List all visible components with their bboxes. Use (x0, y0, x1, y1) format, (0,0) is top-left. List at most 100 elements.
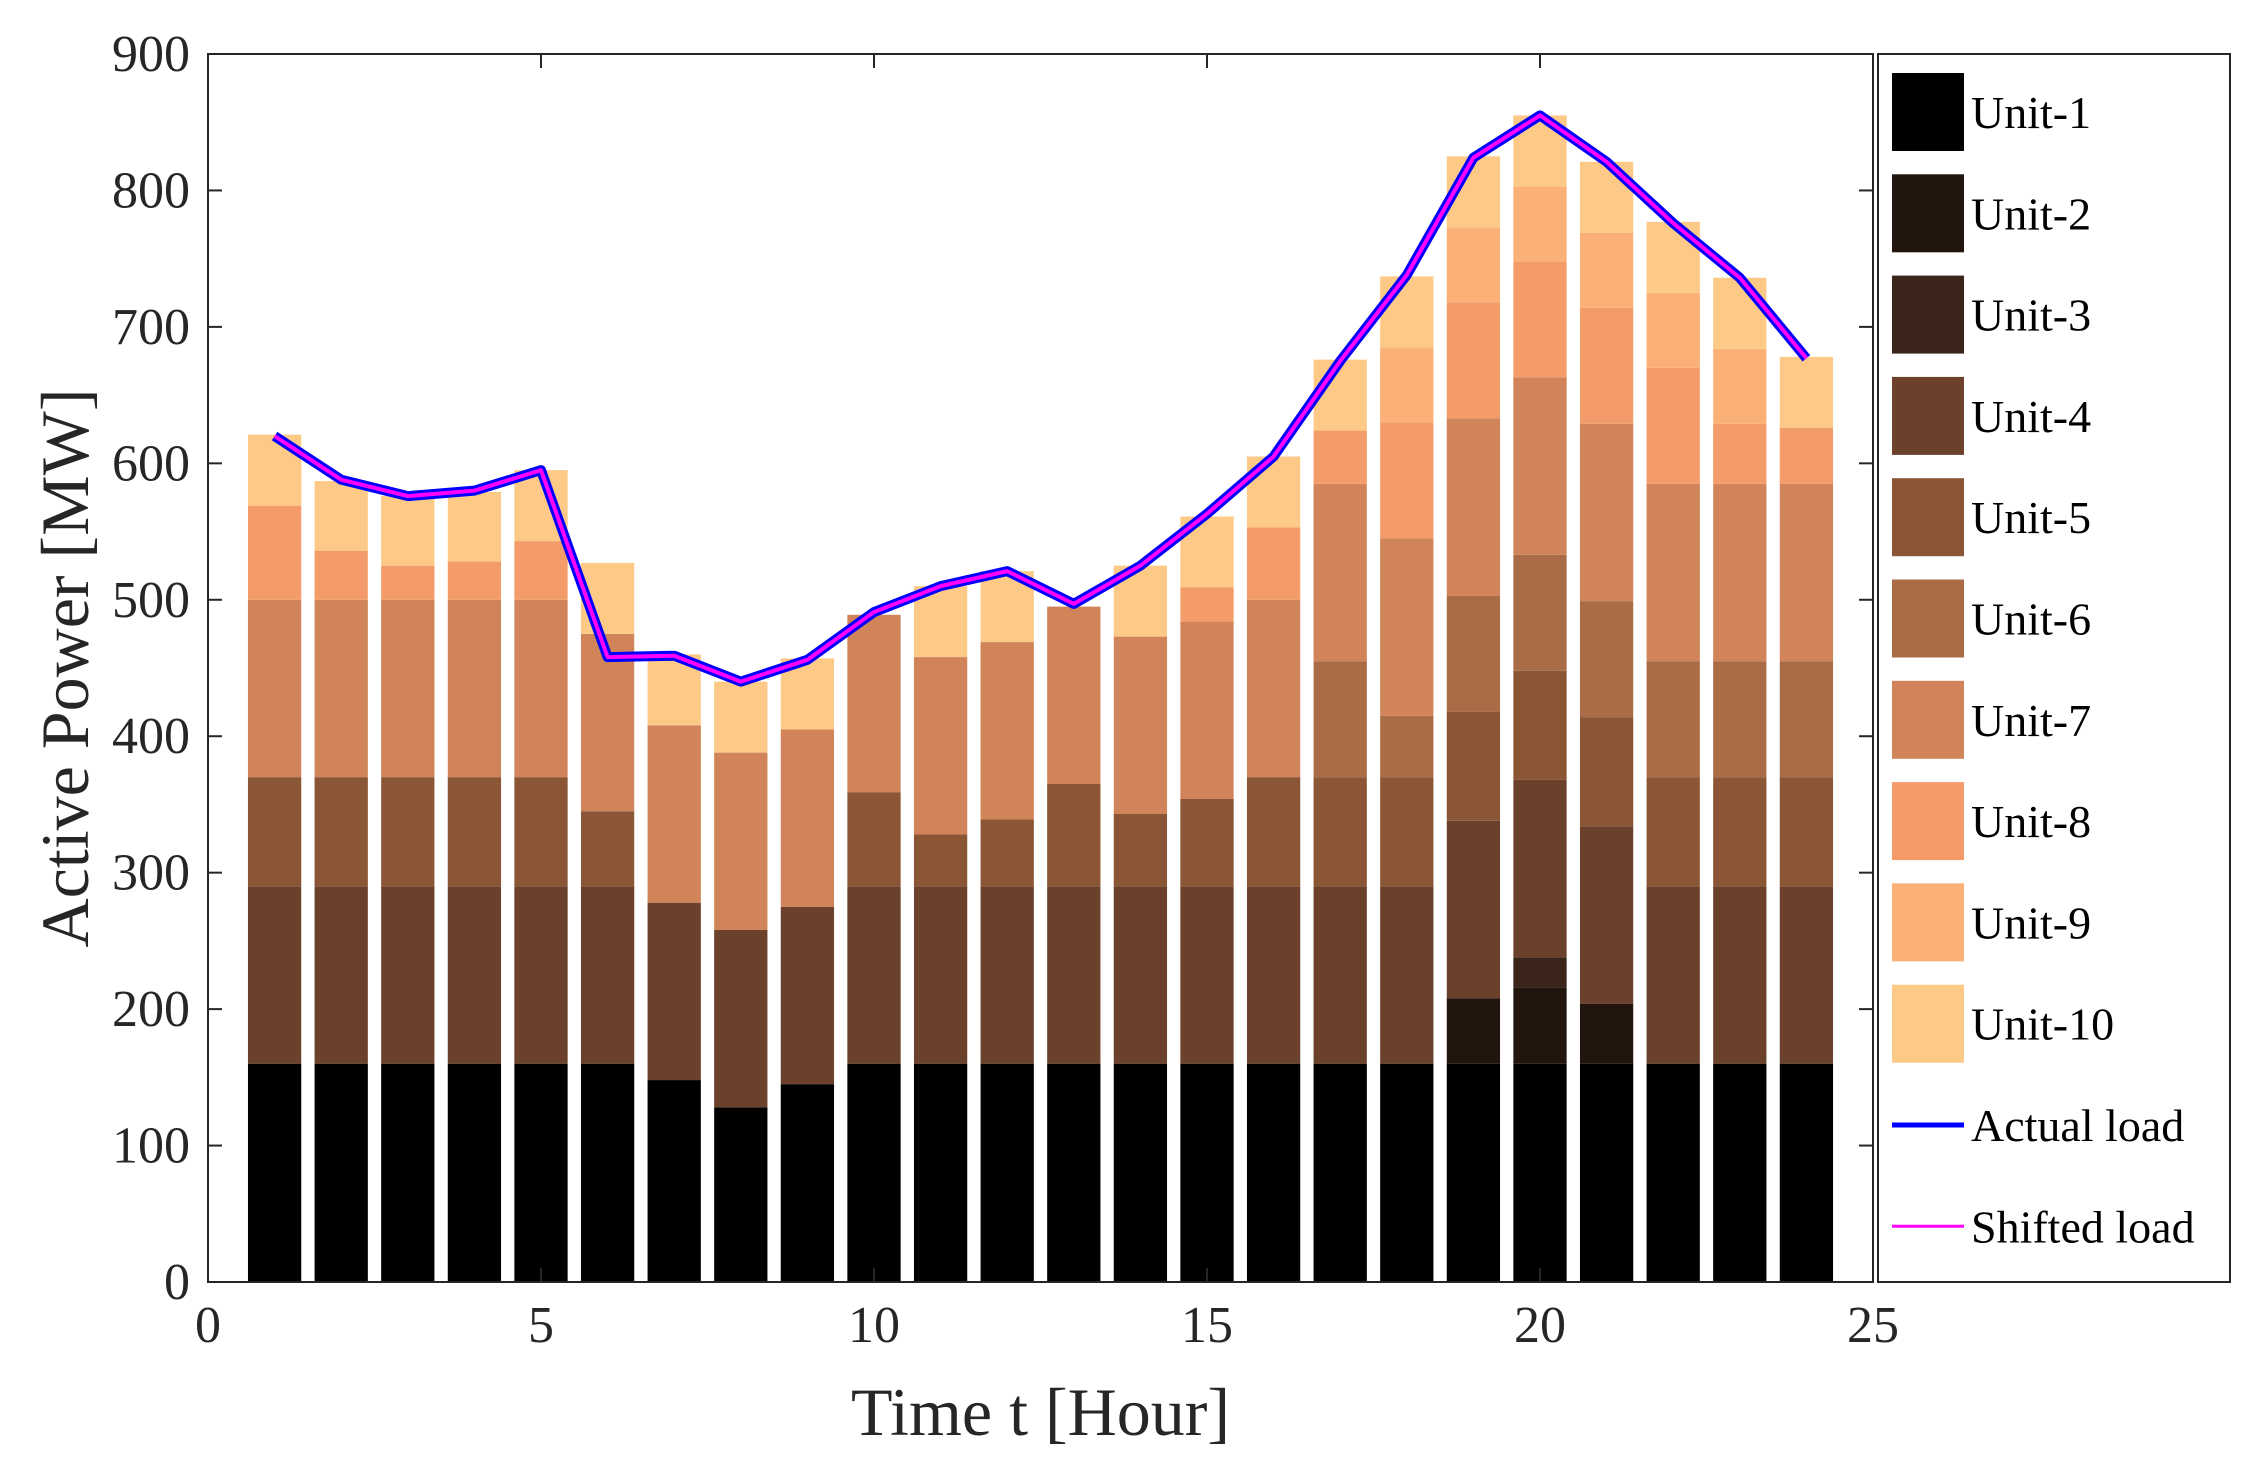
bar-segment-unit-5-hour-23 (1713, 777, 1767, 887)
legend-swatch-unit-8 (1892, 782, 1964, 861)
bar-segment-unit-10-hour-23 (1713, 277, 1767, 349)
bar-segment-unit-5-hour-15 (1180, 798, 1234, 887)
y-tick-label: 900 (112, 26, 190, 83)
bar-segment-unit-10-hour-24 (1779, 356, 1834, 428)
bar-segment-unit-7-hour-1 (247, 599, 302, 778)
bar-segment-unit-6-hour-19 (1446, 595, 1501, 712)
bar-segment-unit-7-hour-18 (1380, 538, 1434, 716)
bar-segment-unit-4-hour-14 (1113, 886, 1168, 1064)
bar-segment-unit-6-hour-23 (1713, 661, 1767, 778)
bar-segment-unit-1-hour-17 (1313, 1063, 1367, 1282)
bar-segment-unit-1-hour-13 (1047, 1063, 1101, 1282)
bar-segment-unit-3-hour-20 (1513, 957, 1567, 988)
bar-segment-unit-4-hour-1 (247, 886, 302, 1064)
bar-segment-unit-7-hour-23 (1713, 483, 1767, 662)
bar-segment-unit-4-hour-16 (1246, 886, 1301, 1064)
bar-segment-unit-5-hour-11 (913, 834, 968, 887)
bar-segment-unit-5-hour-19 (1446, 711, 1501, 821)
legend-swatch-unit-5 (1892, 478, 1964, 557)
bar-segment-unit-7-hour-5 (514, 599, 568, 778)
bar-segment-unit-8-hour-23 (1713, 423, 1767, 484)
bar-segment-unit-4-hour-8 (714, 929, 768, 1108)
bar-segment-unit-8-hour-18 (1380, 422, 1434, 539)
bar-segment-unit-5-hour-16 (1246, 777, 1301, 887)
bar-segment-unit-4-hour-6 (580, 886, 635, 1064)
bar-segment-unit-1-hour-5 (514, 1063, 568, 1282)
legend-label: Unit-7 (1971, 695, 2091, 746)
bar-segment-unit-5-hour-13 (1047, 783, 1101, 887)
bar-segment-unit-1-hour-10 (847, 1063, 901, 1282)
bar-segment-unit-8-hour-17 (1313, 430, 1367, 484)
bar-segment-unit-9-hour-21 (1579, 232, 1634, 308)
bar-segment-unit-4-hour-18 (1380, 886, 1434, 1064)
bar-segment-unit-7-hour-4 (447, 599, 502, 778)
legend-swatch-unit-3 (1892, 275, 1964, 354)
bar-segment-unit-2-hour-19 (1446, 998, 1501, 1064)
x-tick-label: 20 (1514, 1297, 1566, 1354)
legend-label: Unit-6 (1971, 594, 2091, 645)
bar-segment-unit-7-hour-10 (847, 614, 901, 793)
legend-label: Unit-3 (1971, 290, 2091, 341)
bar-segment-unit-4-hour-15 (1180, 886, 1234, 1064)
bar-segment-unit-10-hour-3 (381, 496, 435, 566)
bar-segment-unit-4-hour-12 (980, 886, 1034, 1064)
bar-segment-unit-8-hour-1 (247, 505, 302, 600)
bar-stack-layer (247, 115, 1834, 1282)
x-tick-label: 5 (528, 1297, 554, 1354)
bar-segment-unit-7-hour-11 (913, 657, 968, 835)
y-tick-label: 500 (112, 572, 190, 629)
bar-segment-unit-9-hour-22 (1646, 292, 1700, 368)
legend-label: Unit-2 (1971, 188, 2091, 239)
bar-segment-unit-5-hour-3 (381, 777, 435, 887)
bar-segment-unit-7-hour-2 (314, 599, 368, 778)
bar-segment-unit-1-hour-14 (1113, 1063, 1168, 1282)
bar-segment-unit-7-hour-13 (1047, 606, 1101, 784)
bar-segment-unit-7-hour-6 (580, 633, 635, 812)
bar-segment-unit-2-hour-21 (1579, 1003, 1634, 1064)
bar-segment-unit-5-hour-17 (1313, 777, 1367, 887)
bar-segment-unit-8-hour-4 (447, 561, 502, 600)
bar-segment-unit-4-hour-7 (647, 902, 701, 1081)
bar-segment-unit-7-hour-12 (980, 642, 1034, 820)
bar-segment-unit-1-hour-16 (1246, 1063, 1301, 1282)
bar-segment-unit-4-hour-20 (1513, 779, 1567, 958)
bar-segment-unit-8-hour-21 (1579, 307, 1634, 424)
axis-ticks: 0 5 10 15 20 25 0 100 200 300 400 500 600 700 800 900 (112, 26, 1899, 1354)
y-tick-label: 0 (164, 1254, 190, 1311)
bar-segment-unit-4-hour-3 (381, 886, 435, 1064)
bar-segment-unit-7-hour-7 (647, 725, 701, 903)
bar-segment-unit-1-hour-18 (1380, 1063, 1434, 1282)
legend-swatch-unit-4 (1892, 376, 1964, 455)
bar-segment-unit-6-hour-17 (1313, 661, 1367, 778)
bar-segment-unit-4-hour-9 (780, 906, 835, 1085)
legend-label: Shifted load (1971, 1201, 2195, 1252)
legend-label: Unit-9 (1971, 897, 2091, 948)
bar-segment-unit-5-hour-24 (1779, 777, 1834, 887)
y-tick-label: 200 (112, 981, 190, 1038)
bar-segment-unit-5-hour-14 (1113, 813, 1168, 887)
y-tick-label: 800 (112, 162, 190, 219)
bar-segment-unit-1-hour-20 (1513, 1063, 1567, 1282)
legend-label: Actual load (1971, 1100, 2184, 1151)
bar-segment-unit-1-hour-1 (247, 1063, 302, 1282)
legend-label: Unit-4 (1971, 391, 2091, 442)
bar-segment-unit-1-hour-7 (647, 1080, 701, 1282)
legend-swatch-unit-9 (1892, 883, 1964, 962)
bar-segment-unit-7-hour-14 (1113, 636, 1168, 814)
bar-segment-unit-4-hour-2 (314, 886, 368, 1064)
bar-segment-unit-1-hour-4 (447, 1063, 502, 1282)
bar-segment-unit-1-hour-11 (913, 1063, 968, 1282)
bar-segment-unit-6-hour-20 (1513, 554, 1567, 671)
bar-segment-unit-1-hour-19 (1446, 1063, 1501, 1282)
legend-swatch-unit-2 (1892, 174, 1964, 253)
bar-segment-unit-1-hour-22 (1646, 1063, 1700, 1282)
bar-segment-unit-5-hour-21 (1579, 717, 1634, 827)
bar-segment-unit-5-hour-10 (847, 792, 901, 887)
bar-segment-unit-9-hour-18 (1380, 347, 1434, 423)
legend-label: Unit-10 (1971, 999, 2114, 1050)
plot-area-frame (207, 53, 1874, 1283)
legend-box (1877, 53, 2231, 1283)
bar-segment-unit-4-hour-5 (514, 886, 568, 1064)
bar-segment-unit-6-hour-21 (1579, 601, 1634, 718)
legend-label: Unit-5 (1971, 492, 2091, 543)
